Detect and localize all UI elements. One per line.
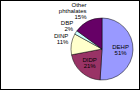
pie-slice	[100, 18, 133, 80]
slice-value-label: 2%	[65, 26, 74, 32]
slice-value-label: 51%	[115, 50, 128, 56]
slice-value-label: 15%	[75, 14, 88, 20]
chart-frame	[1, 1, 140, 90]
slice-value-label: 11%	[57, 39, 69, 45]
slice-value-label: 21%	[84, 63, 97, 69]
pie-slice	[77, 18, 102, 49]
slice-category-label: Otherphthalates	[59, 2, 87, 14]
labels: DEHP51%DIDP21%DINP11%DBP2%Otherphthalate…	[54, 2, 129, 69]
chart-container: DEHP51%DIDP21%DINP11%DBP2%Otherphthalate…	[0, 0, 140, 90]
slices	[71, 18, 133, 80]
chart-svg: DEHP51%DIDP21%DINP11%DBP2%Otherphthalate…	[0, 0, 140, 90]
